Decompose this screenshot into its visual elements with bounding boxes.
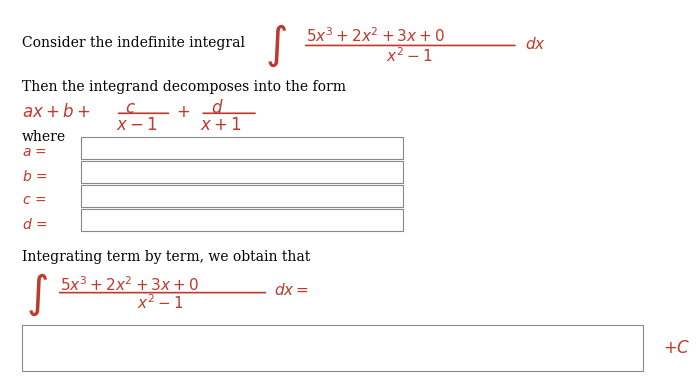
Text: $d$: $d$ xyxy=(211,99,224,117)
FancyBboxPatch shape xyxy=(81,161,403,183)
Text: Integrating term by term, we obtain that: Integrating term by term, we obtain that xyxy=(22,251,310,264)
Text: $ax+b+$: $ax+b+$ xyxy=(22,103,91,121)
Text: $x+1$: $x+1$ xyxy=(201,116,242,134)
Text: $dx =$: $dx =$ xyxy=(274,282,308,298)
Text: Then the integrand decomposes into the form: Then the integrand decomposes into the f… xyxy=(22,80,346,94)
Text: $c$ =: $c$ = xyxy=(22,193,46,207)
Text: $b$ =: $b$ = xyxy=(22,169,48,184)
Text: $c$: $c$ xyxy=(124,99,136,117)
Text: Consider the indefinite integral: Consider the indefinite integral xyxy=(22,36,245,50)
FancyBboxPatch shape xyxy=(22,325,642,371)
Text: $x-1$: $x-1$ xyxy=(117,116,158,134)
Text: $dx$: $dx$ xyxy=(525,36,545,52)
FancyBboxPatch shape xyxy=(81,185,403,207)
Text: $d$ =: $d$ = xyxy=(22,217,48,232)
Text: $5x^3 + 2x^2 + 3x + 0$: $5x^3 + 2x^2 + 3x + 0$ xyxy=(60,275,199,294)
Text: $a$ =: $a$ = xyxy=(22,145,48,159)
Text: $+C$: $+C$ xyxy=(663,339,691,357)
Text: $\int$: $\int$ xyxy=(265,22,287,69)
FancyBboxPatch shape xyxy=(81,137,403,159)
Text: where: where xyxy=(22,130,66,144)
Text: $x^2 - 1$: $x^2 - 1$ xyxy=(386,47,433,65)
FancyBboxPatch shape xyxy=(81,209,403,231)
Text: $+$: $+$ xyxy=(176,103,190,121)
Text: $5x^3 + 2x^2 + 3x + 0$: $5x^3 + 2x^2 + 3x + 0$ xyxy=(306,26,445,45)
Text: $\int$: $\int$ xyxy=(26,272,48,318)
Text: $x^2 - 1$: $x^2 - 1$ xyxy=(136,294,183,313)
